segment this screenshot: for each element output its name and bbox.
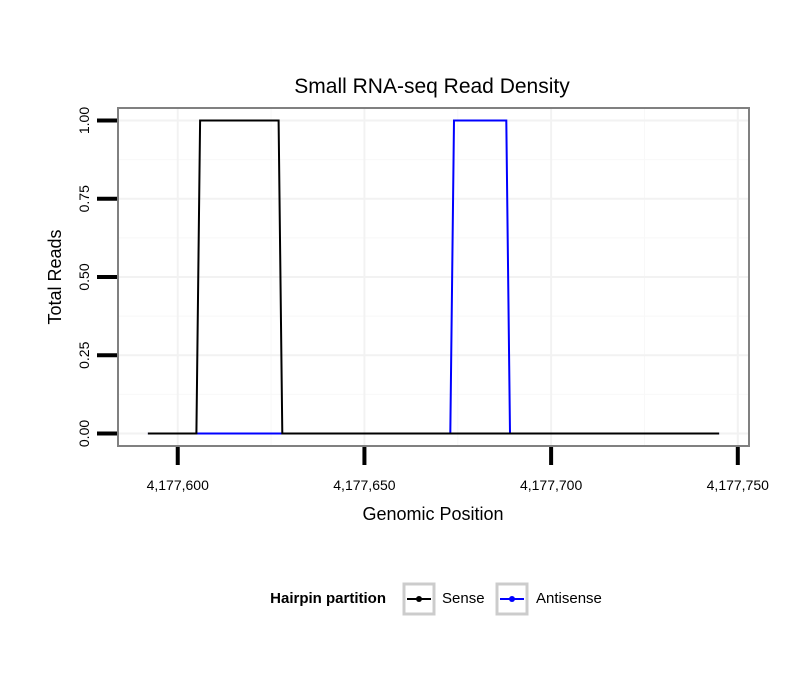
x-tick-label: 4,177,650 bbox=[333, 477, 395, 493]
x-axis-label: Genomic Position bbox=[362, 504, 503, 524]
x-tick-label: 4,177,700 bbox=[520, 477, 582, 493]
y-tick-label: 0.00 bbox=[76, 420, 92, 447]
y-tick-label: 0.50 bbox=[76, 263, 92, 290]
plot-panel-border bbox=[117, 107, 750, 447]
y-axis: 0.00 0.25 0.50 0.75 1.00 bbox=[76, 107, 117, 447]
y-tick-label: 1.00 bbox=[76, 107, 92, 134]
legend-label-sense: Sense bbox=[442, 590, 485, 607]
legend-label-antisense: Antisense bbox=[536, 590, 602, 607]
legend-key-antisense bbox=[495, 582, 529, 616]
y-tick-label: 0.75 bbox=[76, 185, 92, 212]
x-axis: 4,177,600 4,177,650 4,177,700 4,177,750 bbox=[147, 447, 769, 493]
grid-minor bbox=[118, 108, 749, 446]
legend-point-antisense bbox=[509, 596, 515, 602]
legend: Hairpin partition Sense Antisense bbox=[270, 582, 602, 616]
y-axis-label: Total Reads bbox=[45, 229, 65, 324]
legend-point-sense bbox=[416, 596, 422, 602]
series-layer bbox=[147, 119, 720, 435]
x-tick-label: 4,177,600 bbox=[147, 477, 209, 493]
chart-title: Small RNA-seq Read Density bbox=[294, 75, 570, 98]
grid-major bbox=[118, 108, 749, 446]
legend-title: Hairpin partition bbox=[270, 590, 386, 607]
y-tick-label: 0.25 bbox=[76, 341, 92, 368]
x-tick-label: 4,177,750 bbox=[707, 477, 769, 493]
series-line-sense bbox=[147, 119, 720, 435]
